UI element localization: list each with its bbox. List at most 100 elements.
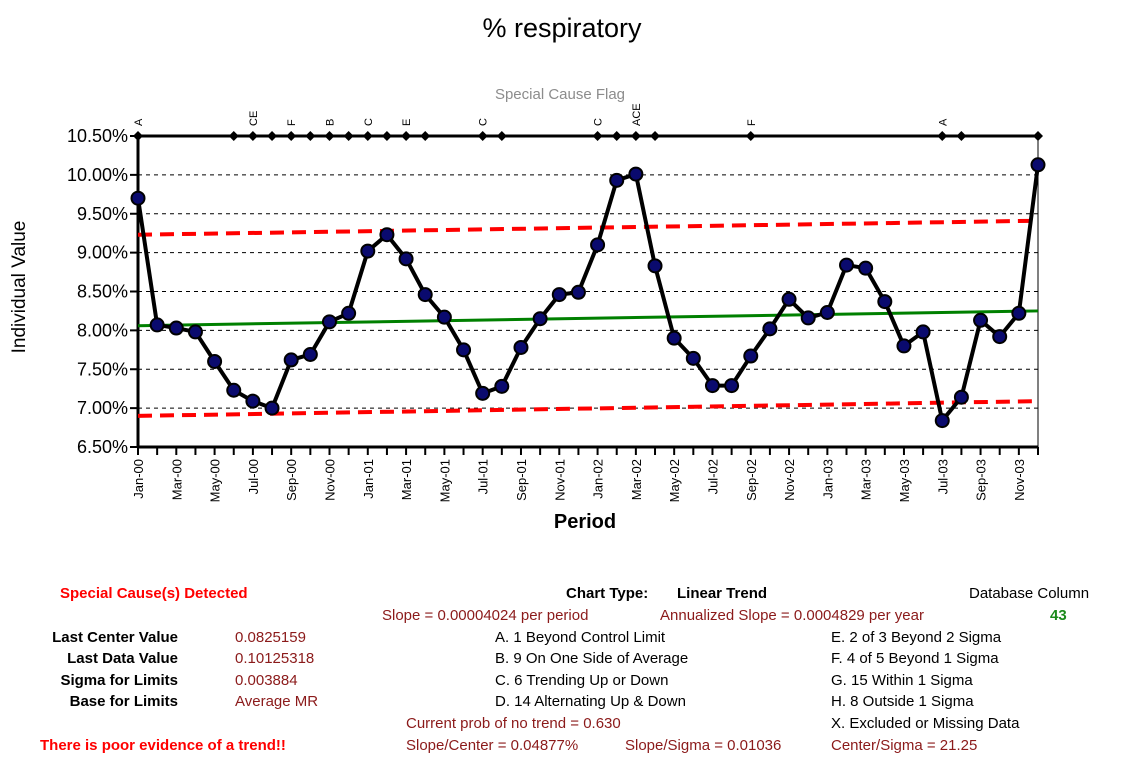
- data-point: [321, 314, 337, 330]
- data-point: [398, 251, 414, 267]
- flag-label: C: [363, 118, 375, 126]
- flag-marker: [420, 131, 431, 141]
- x-tick-label: Jan-02: [591, 459, 606, 499]
- flag-label: C: [478, 118, 490, 126]
- data-point: [417, 287, 433, 303]
- data-point: [973, 312, 989, 328]
- data-point: [819, 304, 835, 320]
- x-tick-label: Jan-00: [131, 459, 146, 499]
- data-point: [283, 352, 299, 368]
- x-tick-label: May-01: [437, 459, 452, 502]
- flag-marker: [745, 131, 756, 141]
- data-point: [877, 294, 893, 310]
- base-value: Average MR: [235, 693, 319, 710]
- last-center-label: Last Center Value: [52, 629, 178, 646]
- flag-label: B: [324, 119, 336, 126]
- database-column-label: Database Column: [969, 585, 1090, 602]
- rule-d: D. 14 Alternating Up & Down: [495, 693, 686, 710]
- x-tick-label: Jul-00: [246, 459, 261, 494]
- flag-label: CE: [248, 111, 260, 126]
- x-tick-label: Mar-03: [859, 459, 874, 500]
- y-tick-label: 10.00%: [67, 165, 128, 185]
- data-point: [724, 378, 740, 394]
- data-point: [609, 172, 625, 188]
- data-point: [590, 237, 606, 253]
- data-point: [456, 342, 472, 358]
- lower-control-limit: [137, 399, 1039, 418]
- trend-message: There is poor evidence of a trend!!: [40, 737, 286, 754]
- x-tick-label: Mar-02: [629, 459, 644, 500]
- x-tick-label: Nov-01: [552, 459, 567, 501]
- flag-marker: [362, 131, 373, 141]
- special-cause-flag-title: Special Cause Flag: [495, 86, 625, 103]
- rule-a: A. 1 Beyond Control Limit: [495, 629, 666, 646]
- data-point: [226, 382, 242, 398]
- data-point: [379, 227, 395, 243]
- slope-center: Slope/Center = 0.04877%: [406, 737, 579, 754]
- data-point: [800, 310, 816, 326]
- data-point: [1030, 157, 1046, 173]
- rule-x: X. Excluded or Missing Data: [831, 715, 1020, 732]
- y-axis-label: Individual Value: [9, 221, 30, 354]
- x-tick-label: May-03: [897, 459, 912, 502]
- flag-marker: [381, 131, 392, 141]
- flag-marker: [267, 131, 278, 141]
- x-tick-label: Sep-00: [284, 459, 299, 501]
- rule-f: F. 4 of 5 Beyond 1 Sigma: [831, 650, 999, 667]
- flag-marker: [650, 131, 661, 141]
- center-sigma: Center/Sigma = 21.25: [831, 737, 978, 754]
- flag-label: A: [937, 118, 949, 126]
- data-point: [494, 378, 510, 394]
- flag-marker: [1033, 131, 1043, 141]
- data-point: [532, 311, 548, 327]
- flag-marker: [496, 131, 507, 141]
- data-point: [513, 339, 529, 355]
- flag-marker: [343, 131, 354, 141]
- x-tick-label: Mar-00: [169, 459, 184, 500]
- base-label: Base for Limits: [69, 693, 178, 710]
- y-tick-label: 10.50%: [67, 126, 128, 146]
- last-center-value: 0.0825159: [235, 629, 306, 646]
- flag-marker: [937, 131, 948, 141]
- prob-no-trend: Current prob of no trend = 0.630: [406, 715, 621, 732]
- data-point: [302, 346, 318, 362]
- data-point: [628, 166, 644, 182]
- center-line: [137, 309, 1039, 328]
- chart-type-value: Linear Trend: [677, 585, 768, 602]
- x-tick-label: May-00: [208, 459, 223, 502]
- data-point: [168, 320, 184, 336]
- data-point: [992, 329, 1008, 345]
- data-point: [743, 348, 759, 364]
- rule-h: H. 8 Outside 1 Sigma: [831, 693, 974, 710]
- rule-e: E. 2 of 3 Beyond 2 Sigma: [831, 629, 1002, 646]
- flag-marker: [956, 131, 967, 141]
- flag-marker: [630, 131, 641, 141]
- flag-marker: [228, 131, 239, 141]
- x-tick-label: Sep-03: [974, 459, 989, 501]
- flag-marker: [477, 131, 488, 141]
- sigma-value: 0.003884: [235, 672, 298, 689]
- slope-text: Slope = 0.00004024 per period: [382, 607, 589, 624]
- data-point: [130, 190, 146, 206]
- data-point: [934, 413, 950, 429]
- x-tick-label: Nov-00: [322, 459, 337, 501]
- flag-marker: [286, 131, 297, 141]
- flag-marker: [305, 131, 316, 141]
- last-data-label: Last Data Value: [67, 650, 178, 667]
- x-tick-label: Mar-01: [399, 459, 414, 500]
- x-tick-label: Sep-02: [744, 459, 759, 501]
- data-point: [1011, 305, 1027, 321]
- rule-g: G. 15 Within 1 Sigma: [831, 672, 973, 689]
- data-point: [704, 378, 720, 394]
- y-tick-label: 7.50%: [77, 359, 128, 379]
- y-tick-label: 6.50%: [77, 437, 128, 457]
- y-tick-label: 9.50%: [77, 204, 128, 224]
- data-point: [360, 243, 376, 259]
- flag-label: C: [593, 118, 605, 126]
- x-tick-label: Jul-02: [705, 459, 720, 494]
- data-point: [341, 305, 357, 321]
- data-line: [136, 164, 1040, 423]
- data-point: [245, 393, 261, 409]
- flag-marker: [324, 131, 335, 141]
- slope-sigma: Slope/Sigma = 0.01036: [625, 737, 782, 754]
